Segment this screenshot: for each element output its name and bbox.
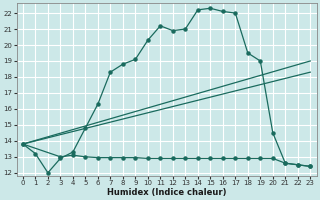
X-axis label: Humidex (Indice chaleur): Humidex (Indice chaleur) [107,188,226,197]
